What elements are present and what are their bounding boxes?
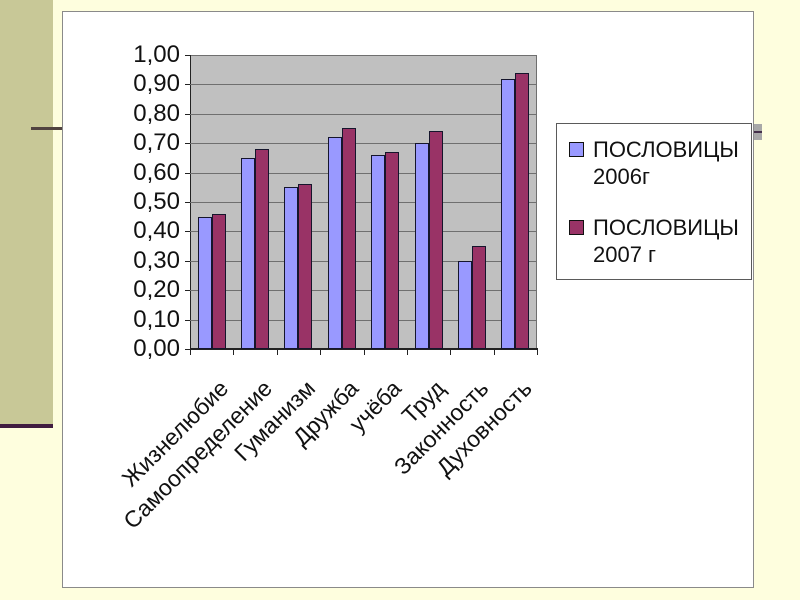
legend-label-2006: ПОСЛОВИЦЫ 2006г	[593, 136, 739, 190]
gridline	[190, 172, 537, 174]
y-axis-tick-label: 0,60	[133, 158, 180, 186]
chart-panel: ПОСЛОВИЦЫ 2006г ПОСЛОВИЦЫ 2007 г 0,00 0,1…	[62, 11, 754, 588]
bar-series1-6	[414, 143, 429, 349]
bar-series2-5	[385, 152, 400, 349]
sidebar-underline	[0, 424, 53, 428]
sidebar-decoration	[0, 0, 53, 424]
gridline	[190, 231, 537, 233]
x-axis-tick	[450, 349, 452, 355]
bar-series1-2	[241, 158, 256, 349]
bar-series1-4	[327, 137, 342, 349]
y-axis-tick	[185, 143, 190, 145]
bar-series2-4	[341, 128, 356, 349]
y-axis-tick-label: 0,70	[133, 129, 180, 157]
legend-label-2007-line1: ПОСЛОВИЦЫ	[593, 215, 739, 240]
bar-series1-5	[371, 155, 386, 349]
chart-legend: ПОСЛОВИЦЫ 2006г ПОСЛОВИЦЫ 2007 г	[556, 123, 752, 280]
scrollbar-handle[interactable]	[754, 124, 762, 140]
bar-series1-3	[284, 187, 299, 349]
bar-series1-8	[501, 79, 516, 349]
bar-series2-2	[255, 149, 270, 349]
legend-entry-2006: ПОСЛОВИЦЫ 2006г	[569, 136, 739, 190]
legend-label-2006-line2: 2006г	[593, 164, 650, 189]
y-axis-tick	[185, 319, 190, 321]
legend-label-2007-line2: 2007 г	[593, 242, 657, 267]
legend-entry-2007: ПОСЛОВИЦЫ 2007 г	[569, 214, 739, 268]
x-axis-tick	[233, 349, 235, 355]
legend-swatch-2007	[569, 220, 584, 235]
y-axis-tick	[185, 113, 190, 115]
gridline	[190, 84, 537, 86]
x-axis-tick	[537, 349, 538, 355]
gridline	[190, 113, 537, 115]
accent-line	[31, 127, 63, 130]
y-axis-tick	[185, 290, 190, 292]
gridline	[190, 202, 537, 203]
x-axis-tick	[320, 349, 322, 355]
y-axis-tick	[185, 55, 190, 56]
x-axis-tick	[276, 349, 278, 355]
bar-series1-7	[457, 261, 472, 349]
gridline	[190, 260, 537, 262]
gridline	[190, 290, 537, 292]
bar-series2-1	[211, 214, 226, 349]
y-axis-tick	[185, 84, 190, 86]
y-axis-tick	[185, 202, 190, 203]
bar-series2-8	[515, 73, 530, 349]
y-axis-tick-label: 0,10	[133, 305, 180, 333]
legend-swatch-2006	[569, 142, 584, 157]
y-axis-tick-label: 0,80	[133, 99, 180, 127]
legend-label-2007: ПОСЛОВИЦЫ 2007 г	[593, 214, 739, 268]
y-axis-tick	[185, 349, 190, 350]
gridline	[190, 319, 537, 321]
bar-series1-1	[197, 217, 212, 349]
x-axis-tick	[406, 349, 408, 355]
bar-series2-3	[298, 184, 313, 349]
y-axis-tick	[185, 172, 190, 174]
y-axis-tick	[185, 231, 190, 233]
y-axis-tick-label: 0,00	[133, 335, 180, 362]
scrollbar-handle-line	[754, 131, 762, 133]
legend-label-2006-line1: ПОСЛОВИЦЫ	[593, 137, 739, 162]
bar-series2-6	[428, 131, 443, 349]
gridline	[190, 143, 537, 145]
y-axis-tick	[185, 260, 190, 262]
y-axis-tick-label: 0,30	[133, 246, 180, 274]
x-axis-tick	[190, 349, 191, 355]
y-axis-tick-label: 0,20	[133, 276, 180, 304]
y-axis-tick-label: 0,40	[133, 217, 180, 245]
y-axis-tick-label: 0,50	[133, 188, 180, 215]
x-axis-tick	[493, 349, 495, 355]
x-axis-tick	[363, 349, 365, 355]
y-axis-tick-label: 0,90	[133, 70, 180, 98]
y-axis-tick-label: 1,00	[133, 41, 180, 68]
bar-series2-7	[471, 246, 486, 349]
